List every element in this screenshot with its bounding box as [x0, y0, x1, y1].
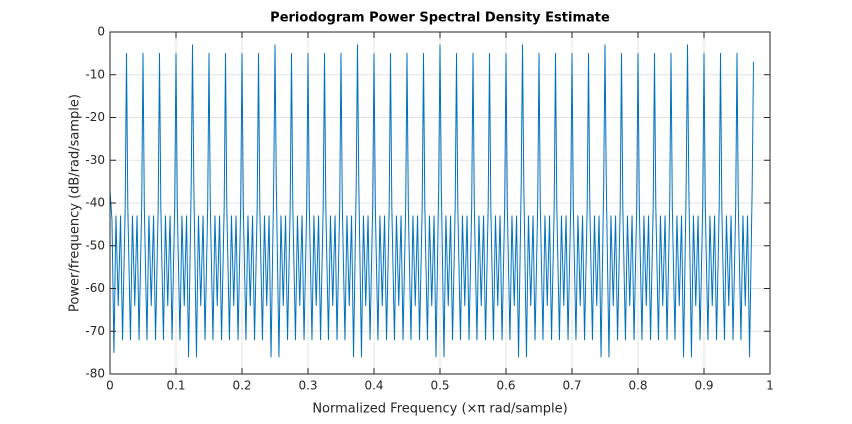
y-axis-label: Power/frequency (dB/rad/sample): [68, 94, 83, 312]
y-tick-label: -10: [85, 67, 105, 81]
x-tick-label: 0.9: [694, 379, 713, 393]
x-tick-label: 0: [106, 379, 114, 393]
x-axis-label: Normalized Frequency (×π rad/sample): [312, 402, 567, 417]
x-tick-label: 0.6: [496, 379, 515, 393]
y-tick-label: 0: [97, 25, 105, 39]
x-tick-label: 0.8: [628, 379, 647, 393]
chart-title: Periodogram Power Spectral Density Estim…: [270, 11, 610, 26]
x-tick-label: 0.5: [430, 379, 449, 393]
x-tick-label: 0.4: [364, 379, 383, 393]
x-tick-label: 1: [766, 379, 774, 393]
y-tick-label: -80: [85, 367, 105, 381]
x-tick-label: 0.2: [232, 379, 251, 393]
x-tick-label: 0.1: [166, 379, 185, 393]
y-tick-label: -50: [85, 238, 105, 252]
y-tick-label: -60: [85, 281, 105, 295]
x-tick-label: 0.3: [298, 379, 317, 393]
y-tick-label: -70: [85, 324, 105, 338]
y-tick-label: -40: [85, 196, 105, 210]
x-tick-label: 0.7: [562, 379, 581, 393]
psd-line: [109, 44, 754, 358]
y-tick-label: -30: [85, 153, 105, 167]
y-tick-label: -20: [85, 110, 105, 124]
